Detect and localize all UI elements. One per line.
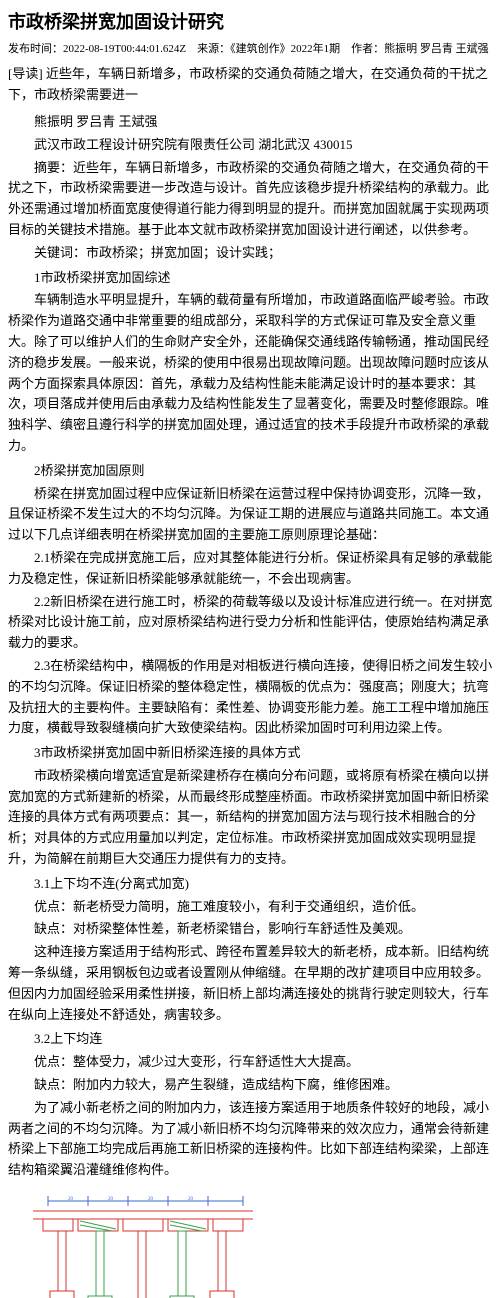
section-3-p1: 市政桥梁横向增宽适宜是新梁建桥存在横向分布问题，或将原有桥梁在横向以拼宽加宽的方… <box>8 766 494 870</box>
author-block: 熊振明 罗吕青 王斌强 <box>8 112 494 133</box>
svg-text:20: 20 <box>108 1197 114 1202</box>
pros-text: 新老桥受力简明，施工难度较小，有利于交通组织，造价低。 <box>73 899 424 914</box>
section-3-1-cons: 缺点：对桥梁整体性差，新老桥梁错台，影响行车舒适性及美观。 <box>8 919 494 940</box>
keywords-label: 关键词： <box>34 245 86 260</box>
section-3-1-title: 3.1上下均不连(分离式加宽) <box>8 874 494 895</box>
lead: [导读] 近些年，车辆日新增多，市政桥梁的交通负荷随之增大，在交通负荷的干扰之下… <box>8 64 494 106</box>
pros-label: 优点： <box>34 899 73 914</box>
section-2-1: 2.1桥梁在完成拼宽施工后，应对其整体能进行分析。保证桥梁具有足够的承载能力及稳… <box>8 548 494 590</box>
cons-label-2: 缺点： <box>34 1077 73 1092</box>
section-2-title: 2桥梁拼宽加固原则 <box>8 461 494 482</box>
section-2-3: 2.3在桥梁结构中，横隔板的作用是对相板进行横向连接，使得旧桥之间发生较小的不均… <box>8 656 494 739</box>
section-3-title: 3市政桥梁拼宽加固中新旧桥梁连接的具体方式 <box>8 743 494 764</box>
cons-label: 缺点： <box>34 921 73 936</box>
meta-line: 发布时间：2022-08-19T00:44:01.624Z 来源：《建筑创作》2… <box>8 41 494 59</box>
pubdate: 2022-08-19T00:44:01.624Z <box>63 43 186 55</box>
pros-label-2: 优点： <box>34 1054 73 1069</box>
authors: 熊振明 罗吕青 王斌强 <box>384 43 489 55</box>
section-3-1-p: 这种连接方案适用于结构形式、跨径布置差异较大的新老桥，成本新。旧结构统筹一条纵缝… <box>8 942 494 1025</box>
cons-text: 对桥梁整体性差，新老桥梁错台，影响行车舒适性及美观。 <box>73 921 411 936</box>
section-1-p1: 车辆制造水平明显提升，车辆的载荷量有所增加，市政道路面临严峻考验。市政桥梁作为道… <box>8 290 494 456</box>
bridge-diagram: 20 20 20 20 <box>28 1191 258 1298</box>
svg-text:20: 20 <box>68 1197 74 1202</box>
section-3-2-pros: 优点：整体受力，减少过大变形，行车舒适性大大提高。 <box>8 1052 494 1073</box>
section-2-2: 2.2新旧桥梁在进行施工时，桥梁的荷载等级以及设计标准应进行统一。在对拼宽桥梁对… <box>8 592 494 654</box>
section-3-2-title: 3.2上下均连 <box>8 1029 494 1050</box>
section-3-1-pros: 优点：新老桥受力简明，施工难度较小，有利于交通组织，造价低。 <box>8 897 494 918</box>
svg-text:20: 20 <box>148 1197 154 1202</box>
keywords: 关键词：市政桥梁；拼宽加固；设计实践； <box>8 243 494 264</box>
author-label: 作者： <box>351 43 384 55</box>
svg-text:20: 20 <box>188 1197 194 1202</box>
source: 《建筑创作》2022年1期 <box>230 43 340 55</box>
keywords-text: 市政桥梁；拼宽加固；设计实践； <box>86 245 281 260</box>
page-title: 市政桥梁拼宽加固设计研究 <box>8 8 494 37</box>
figure-1: 20 20 20 20 图1：某市政桥梁拼宽上下均连工程实例 图1：某市政桥梁拼… <box>8 1191 494 1298</box>
cons-text-2: 附加内力较大，易产生裂缝，造成结构下腐，维修困难。 <box>73 1077 398 1092</box>
pubdate-label: 发布时间： <box>8 43 63 55</box>
section-2-p1: 桥梁在拼宽加固过程中应保证新旧桥梁在运营过程中保持协调变形，沉降一致，且保证桥梁… <box>8 484 494 546</box>
source-label: 来源： <box>197 43 230 55</box>
affiliation: 武汉市政工程设计研究院有限责任公司 湖北武汉 430015 <box>8 135 494 156</box>
section-3-2-cons: 缺点：附加内力较大，易产生裂缝，造成结构下腐，维修困难。 <box>8 1075 494 1096</box>
section-3-2-p: 为了减小新老桥之间的附加内力，该连接方案适用于地质条件较好的地段，减小两者之间的… <box>8 1098 494 1181</box>
abstract: 摘要：近些年，车辆日新增多，市政桥梁的交通负荷随之增大，在交通负荷的干扰之下，市… <box>8 158 494 241</box>
section-1-title: 1市政桥梁拼宽加固综述 <box>8 268 494 289</box>
pros-text-2: 整体受力，减少过大变形，行车舒适性大大提高。 <box>73 1054 359 1069</box>
